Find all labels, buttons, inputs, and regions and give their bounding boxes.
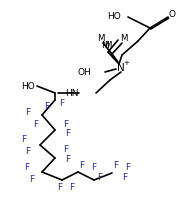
Text: F: F xyxy=(125,164,131,173)
Text: F: F xyxy=(57,183,62,192)
Text: M: M xyxy=(120,34,128,42)
Text: OH: OH xyxy=(77,68,91,77)
Text: F: F xyxy=(29,174,35,184)
Text: F: F xyxy=(65,156,70,165)
Text: F: F xyxy=(33,119,39,128)
Text: HN: HN xyxy=(65,88,79,97)
Text: F: F xyxy=(44,101,49,111)
Text: N: N xyxy=(117,63,125,73)
Text: HO: HO xyxy=(21,81,35,91)
Text: F: F xyxy=(122,173,128,183)
Text: F: F xyxy=(92,164,97,173)
Text: F: F xyxy=(60,99,65,107)
Text: O: O xyxy=(169,9,176,19)
Text: F: F xyxy=(97,173,102,183)
Text: F: F xyxy=(65,128,70,138)
Text: F: F xyxy=(25,147,31,157)
Text: M: M xyxy=(101,41,109,50)
Text: F: F xyxy=(69,183,75,192)
Text: F: F xyxy=(21,135,27,145)
Text: F: F xyxy=(24,164,30,173)
Text: M: M xyxy=(104,41,112,50)
Text: +: + xyxy=(123,60,129,66)
Text: HO: HO xyxy=(107,12,121,20)
Text: F: F xyxy=(63,146,69,154)
Text: F: F xyxy=(25,107,31,116)
Text: F: F xyxy=(79,161,85,169)
Text: M: M xyxy=(97,34,105,42)
Text: F: F xyxy=(113,161,118,169)
Text: F: F xyxy=(63,119,69,128)
